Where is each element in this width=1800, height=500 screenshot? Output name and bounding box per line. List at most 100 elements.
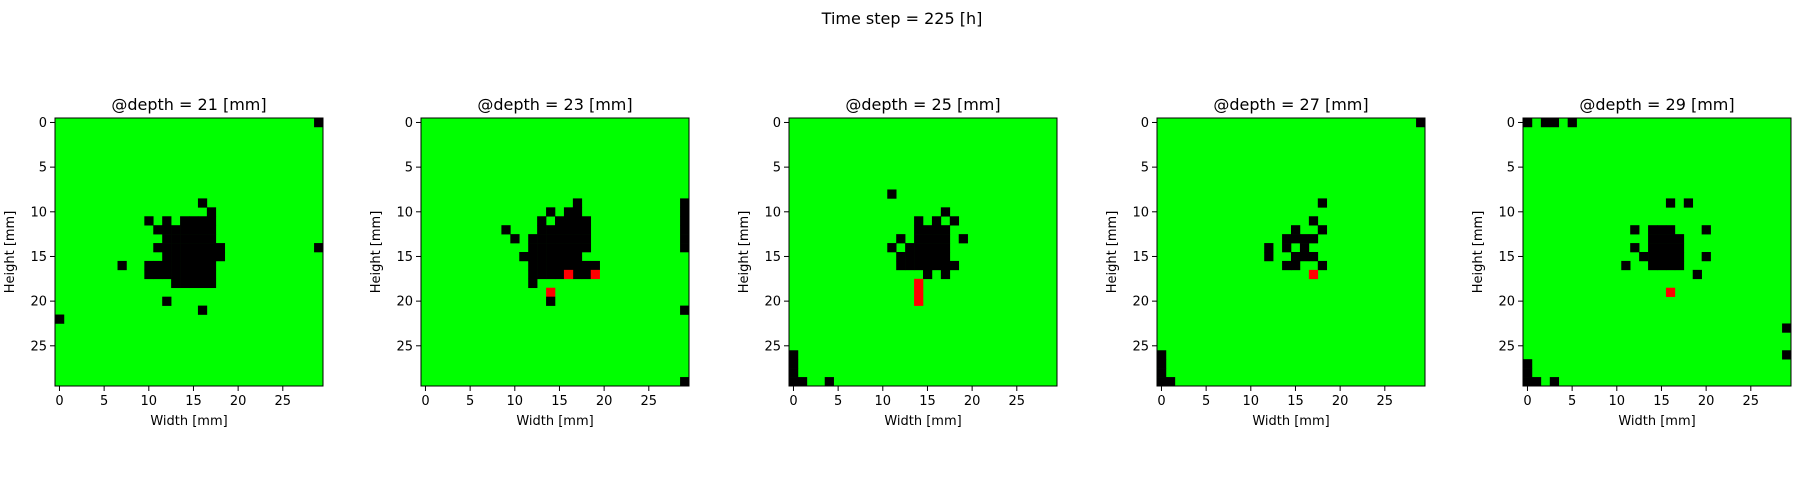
heatmap-cell-damaged xyxy=(1317,198,1328,208)
y-tick-label: 5 xyxy=(1507,161,1515,176)
panel-2: 0 5 10 15 20 25 0 5 10 15 20 25 @depth = 23 [mm] Widt… xyxy=(369,95,690,429)
heatmap-cell-damaged xyxy=(171,260,181,271)
heatmap-cell-damaged xyxy=(1648,243,1658,253)
y-tick-label: 0 xyxy=(1141,116,1149,131)
x-tick-label: 15 xyxy=(1287,394,1304,409)
heatmap-cell-damaged xyxy=(572,225,583,235)
heatmap-cell-damaged xyxy=(206,234,217,244)
heatmap-cell-damaged xyxy=(1674,260,1685,271)
heatmap-cell-damaged xyxy=(949,260,960,271)
y-tick-label: 20 xyxy=(30,295,47,310)
y-axis-label: Height [mm] xyxy=(1105,211,1120,294)
heatmap-cell-damaged xyxy=(197,305,208,315)
heatmap-cell-damaged xyxy=(1157,368,1167,378)
heatmap-cell-damaged xyxy=(206,216,217,226)
y-tick-label: 20 xyxy=(1498,295,1515,310)
heatmap-cell-damaged xyxy=(789,368,799,378)
heatmap-cell-damaged xyxy=(197,198,208,208)
heatmap-cell-damaged xyxy=(197,225,208,235)
heatmap-cell-damaged xyxy=(940,225,951,235)
heatmap-cell-damaged xyxy=(153,243,163,253)
heatmap-cell-damaged xyxy=(572,243,583,253)
heatmap-cell-damaged xyxy=(1308,234,1319,244)
heatmap-cell-damaged xyxy=(931,260,942,271)
heatmap-cell-damaged xyxy=(1782,323,1792,333)
y-tick-label: 25 xyxy=(30,339,47,354)
heatmap-cell-damaged xyxy=(1317,225,1328,235)
heatmap-cell-damaged xyxy=(958,234,968,244)
heatmap-cell-damaged xyxy=(197,243,208,253)
heatmap-cell-damaged xyxy=(1282,243,1292,253)
heatmap-cell-damaged xyxy=(510,234,520,244)
heatmap-cell-damaged xyxy=(572,252,583,262)
heatmap-cell-new-damage xyxy=(1308,269,1319,280)
panel-title: @depth = 21 [mm] xyxy=(111,95,266,114)
heatmap-cell-damaged xyxy=(797,377,808,387)
x-tick-label: 10 xyxy=(1243,394,1260,409)
heatmap-cell-damaged xyxy=(1531,377,1542,387)
y-tick-label: 5 xyxy=(1141,161,1149,176)
heatmap-cell-damaged xyxy=(572,198,583,208)
heatmap-cell-damaged xyxy=(1674,234,1685,244)
heatmap-cell-damaged xyxy=(162,225,172,235)
y-tick-label: 15 xyxy=(764,250,781,265)
heatmap-cell-damaged xyxy=(189,225,199,235)
heatmap-cell-damaged xyxy=(546,252,556,262)
heatmap-cell-damaged xyxy=(1782,350,1792,360)
heatmap-cell-damaged xyxy=(940,269,951,280)
heatmap-cell-damaged xyxy=(1657,260,1667,271)
y-axis-label: Height [mm] xyxy=(369,211,384,294)
heatmap-cell-damaged xyxy=(1165,377,1176,387)
heatmap-cell-damaged xyxy=(162,269,172,280)
heatmap-cell-damaged xyxy=(905,252,915,262)
heatmap-cell-damaged xyxy=(1701,225,1711,235)
heatmap-cell-damaged xyxy=(1683,198,1694,208)
y-axis-label: Height [mm] xyxy=(1471,211,1486,294)
heatmap-cell-damaged xyxy=(931,234,942,244)
heatmap-cell-damaged xyxy=(171,225,181,235)
y-tick-label: 0 xyxy=(773,116,781,131)
heatmap-cell-damaged xyxy=(789,377,799,387)
x-tick-label: 10 xyxy=(1609,394,1626,409)
y-tick-label: 0 xyxy=(1507,116,1515,131)
panel-title: @depth = 25 [mm] xyxy=(845,95,1000,114)
heatmap-cell-damaged xyxy=(1621,260,1631,271)
y-tick-label: 10 xyxy=(396,205,413,220)
x-tick-label: 0 xyxy=(789,394,797,409)
heatmap-cell-damaged xyxy=(896,234,906,244)
y-tick-label: 0 xyxy=(405,116,413,131)
heatmap-cell-damaged xyxy=(1648,252,1658,262)
heatmap-cell-damaged xyxy=(1648,260,1658,271)
heatmap-cell-damaged xyxy=(206,278,217,289)
heatmap-cell-damaged xyxy=(189,260,199,271)
heatmap-cell-damaged xyxy=(215,243,226,253)
heatmap-cell-damaged xyxy=(563,207,574,217)
heatmap-cell-damaged xyxy=(528,260,538,271)
heatmap-cell-damaged xyxy=(171,278,181,289)
heatmap-cell-damaged xyxy=(537,216,547,226)
heatmap-cell-damaged xyxy=(153,225,163,235)
heatmap-cell-damaged xyxy=(171,234,181,244)
heatmap-cell-damaged xyxy=(914,243,924,253)
axes-frame xyxy=(1156,117,1426,387)
x-axis-label: Width [mm] xyxy=(150,414,227,429)
y-tick-label: 15 xyxy=(396,250,413,265)
heatmap-cell-damaged xyxy=(680,207,690,217)
heatmap-cell-damaged xyxy=(117,260,127,271)
heatmap-cell-damaged xyxy=(1567,118,1577,128)
heatmap-cell-damaged xyxy=(153,260,163,271)
heatmap-cell-damaged xyxy=(162,243,172,253)
heatmap-cell-damaged xyxy=(1549,377,1560,387)
heatmap-cell-damaged xyxy=(1665,243,1676,253)
heatmap-cell-damaged xyxy=(572,216,583,226)
panel-5: 0 5 10 15 20 25 0 5 10 15 20 25 @depth = 29 [mm] Widt… xyxy=(1471,95,1792,429)
heatmap-cell-damaged xyxy=(923,234,933,244)
heatmap-cell-damaged xyxy=(1523,368,1533,378)
heatmap-cell-damaged xyxy=(680,234,690,244)
heatmap-cell-damaged xyxy=(1317,260,1328,271)
heatmap-cell-damaged xyxy=(1665,234,1676,244)
heatmap-cell-damaged xyxy=(581,243,592,253)
heatmap-cell-damaged xyxy=(914,225,924,235)
heatmap-cell-new-damage xyxy=(1665,287,1676,297)
